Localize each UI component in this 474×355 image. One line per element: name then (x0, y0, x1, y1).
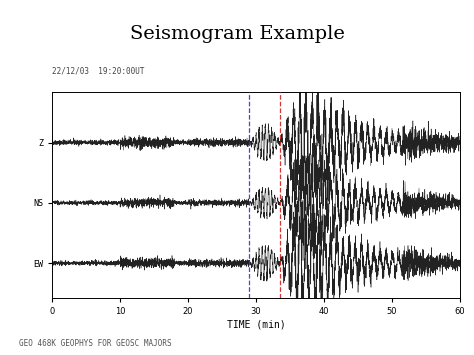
X-axis label: TIME (min): TIME (min) (227, 319, 285, 329)
Text: 22/12/03  19:20:00UT: 22/12/03 19:20:00UT (52, 67, 145, 76)
Text: Seismogram Example: Seismogram Example (129, 25, 345, 43)
Text: GEO 468K GEOPHYS FOR GEOSC MAJORS: GEO 468K GEOPHYS FOR GEOSC MAJORS (19, 339, 172, 348)
